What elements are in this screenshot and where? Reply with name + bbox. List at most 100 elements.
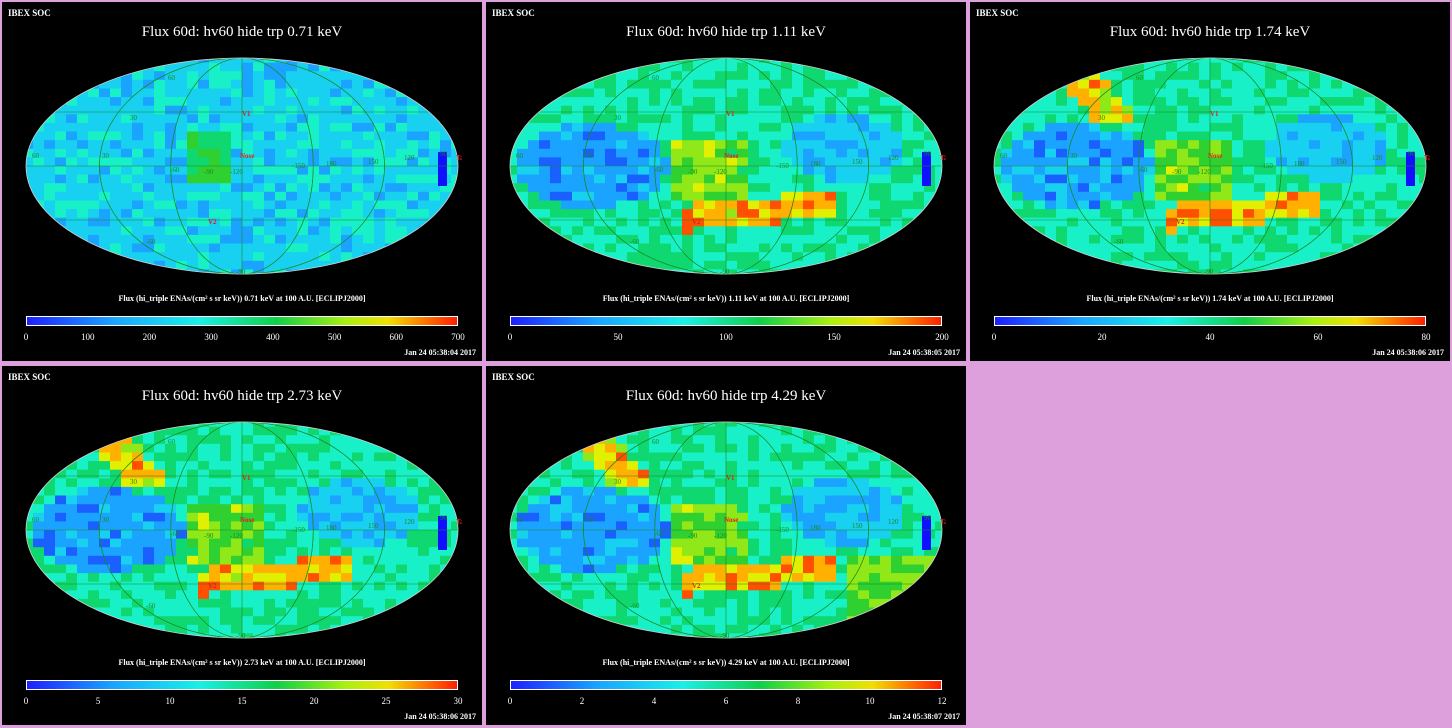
flux-pixel [165,512,177,522]
flux-pixel [682,478,694,488]
flux-pixel [814,217,826,227]
flux-pixel [26,624,34,634]
flux-pixel [286,469,298,479]
flux-pixel [253,114,265,124]
flux-pixel [165,191,177,201]
flux-pixel [781,260,793,270]
flux-pixel [220,226,232,236]
flux-pixel [363,97,375,107]
flux-pixel [1265,114,1277,124]
flux-pixel [1023,183,1035,193]
flux-pixel [209,252,221,262]
flux-pixel [396,131,408,141]
flux-pixel [1276,148,1288,158]
flux-pixel [1232,166,1244,176]
flux-pixel [1210,217,1222,227]
flux-pixel [748,581,760,591]
flux-pixel [77,252,89,262]
flux-pixel [1045,209,1057,219]
flux-pixel [605,252,617,262]
flux-pixel [528,555,540,565]
flux-pixel [308,435,320,445]
flux-pixel [869,114,881,124]
flux-pixel [187,530,199,540]
flux-pixel [33,426,45,436]
flux-pixel [429,71,441,81]
flux-pixel [176,530,188,540]
flux-pixel [165,616,177,626]
flux-pixel [374,478,386,488]
flux-pixel [264,478,276,488]
map-label-lon-90: 90 [924,150,932,158]
flux-pixel [176,105,188,115]
flux-pixel [154,512,166,522]
flux-pixel [55,512,67,522]
flux-pixel [726,590,738,600]
flux-pixel [220,478,232,488]
flux-pixel [440,426,452,436]
flux-pixel [539,633,551,638]
flux-pixel [1298,97,1310,107]
flux-pixel [77,478,89,488]
flux-pixel [550,62,562,72]
flux-pixel [583,200,595,210]
flux-pixel [539,140,551,150]
flux-pixel [1397,148,1409,158]
flux-pixel [1067,62,1079,72]
flux-pixel [682,590,694,600]
flux-pixel [660,452,672,462]
flux-pixel [737,260,749,270]
flux-pixel [517,530,529,540]
flux-pixel [660,590,672,600]
flux-pixel [1023,209,1035,219]
flux-pixel [1045,148,1057,158]
flux-pixel [275,62,287,72]
flux-pixel [726,486,738,497]
flux-pixel [616,131,628,141]
flux-pixel [627,105,639,115]
flux-pixel [1364,191,1376,201]
flux-pixel [572,521,584,531]
flux-pixel [275,88,287,98]
flux-pixel [33,234,45,245]
flux-pixel [242,581,254,591]
flux-pixel [737,166,749,176]
flux-pixel [1397,71,1409,81]
flux-pixel [1144,105,1156,115]
flux-pixel [528,538,540,548]
flux-pixel [308,131,320,141]
flux-pixel [110,564,122,574]
flux-pixel [44,521,56,531]
flux-pixel [594,209,606,219]
flux-pixel [1254,209,1266,219]
flux-pixel [1419,131,1426,141]
flux-pixel [902,114,914,124]
flux-pixel [330,452,342,462]
flux-pixel [583,512,595,522]
flux-pixel [792,269,804,274]
flux-pixel [451,226,458,236]
flux-pixel [99,590,111,600]
flux-pixel [825,217,837,227]
flux-pixel [994,191,1002,201]
flux-pixel [627,174,639,184]
flux-pixel [363,555,375,565]
flux-pixel [44,598,56,609]
flux-pixel [693,88,705,98]
flux-pixel [407,521,419,531]
flux-pixel [165,564,177,574]
flux-pixel [935,148,942,158]
flux-pixel [836,191,848,201]
flux-pixel [1122,200,1134,210]
flux-pixel [1023,97,1035,107]
flux-pixel [1287,122,1299,133]
flux-pixel [1023,88,1035,98]
flux-pixel [1353,131,1365,141]
flux-pixel [1188,148,1200,158]
flux-pixel [825,226,837,236]
flux-pixel [770,140,782,150]
flux-pixel [1122,166,1134,176]
flux-pixel [1155,62,1167,72]
flux-pixel [1353,166,1365,176]
flux-pixel [682,426,694,436]
